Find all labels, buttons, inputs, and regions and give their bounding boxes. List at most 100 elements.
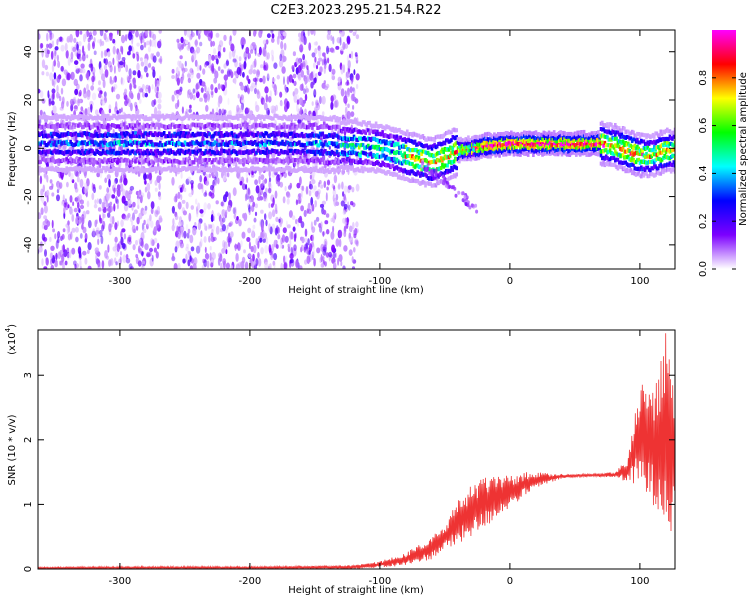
spectrogram-cell: [227, 204, 232, 212]
spectrogram-cell: [262, 75, 266, 84]
spectrogram-cell: [121, 243, 126, 249]
spectrogram-cell: [159, 75, 162, 82]
spectrogram-cell: [223, 74, 228, 81]
spectrogram-cell: [40, 43, 44, 49]
spectrogram-cell: [146, 40, 150, 46]
spectrogram-cell: [270, 49, 274, 57]
spectrogram-cell: [252, 244, 257, 254]
spectrogram-cell: [317, 181, 321, 188]
spectrogram-cell: [200, 230, 203, 238]
spectrogram-cell: [92, 41, 95, 50]
spectrogram-cell: [52, 228, 55, 233]
spectrogram-cell: [320, 263, 324, 268]
spectrogram-cell: [291, 65, 295, 71]
spectrogram-cell: [70, 51, 74, 60]
spectrogram-cell: [48, 101, 52, 107]
spectrogram-cell: [349, 86, 353, 94]
spectrogram-cell: [72, 201, 75, 207]
spectrogram-cell: [277, 180, 281, 187]
spectrogram-cell: [210, 214, 214, 223]
spectrogram-cell: [196, 64, 200, 70]
spectrogram-cell: [92, 228, 96, 237]
spectrogram-cell: [350, 201, 354, 206]
spectrogram-cell: [249, 85, 254, 92]
spectrogram-cell: [292, 51, 296, 57]
spectrogram-cell: [203, 222, 207, 228]
spectrogram-cell: [258, 46, 262, 56]
spectrogram-cell: [140, 35, 143, 44]
spectrogram-cell: [347, 103, 350, 109]
spectrogram-cell: [196, 210, 199, 218]
spectrogram-cell: [265, 94, 268, 103]
spectrogram-cell: [264, 213, 267, 221]
spectrogram-cell: [76, 176, 80, 183]
spectrogram-cell: [150, 201, 155, 210]
spectrogram-cell: [396, 142, 400, 147]
spectrogram-cell: [199, 175, 203, 183]
spectrogram-cell: [338, 238, 342, 248]
spectrogram-cell: [44, 249, 47, 257]
spectrogram-cell: [321, 95, 326, 105]
spectrogram-cell: [313, 88, 317, 96]
spectrogram-cell: [176, 77, 180, 86]
spectrogram-cell: [232, 187, 237, 197]
spectrogram-cell: [74, 60, 79, 65]
spectrogram-cell: [171, 75, 176, 79]
spectrogram-cell: [100, 235, 104, 245]
spectrogram-cell: [262, 47, 267, 57]
spectrogram-cell: [79, 204, 85, 210]
spectrogram-cell: [211, 40, 216, 47]
spectrogram-cell: [246, 177, 249, 183]
spectrogram-cell: [109, 205, 113, 213]
spectrogram-cell: [123, 177, 128, 186]
spectrogram-cell: [338, 116, 341, 121]
spectrogram-cell: [133, 228, 136, 234]
spectrogram-cell: [207, 32, 212, 42]
spectrogram-cell: [107, 193, 111, 199]
spectrogram-cell: [89, 100, 94, 107]
spectrogram-cell: [228, 240, 231, 248]
spectrogram-cell: [305, 242, 309, 249]
spectrogram-cell: [76, 43, 79, 51]
spectrogram-cell: [304, 93, 308, 101]
spectrogram-cell: [221, 224, 226, 232]
spectrogram-cell: [260, 209, 264, 214]
spectrogram-cell: [120, 236, 124, 246]
spectrogram-cell: [237, 242, 241, 251]
spectrogram-cell: [181, 77, 184, 84]
spectrogram-cell: [215, 225, 220, 235]
spectrogram-cell: [228, 192, 231, 201]
spectrogram-cell: [282, 227, 287, 234]
spectrogram-cell: [93, 50, 97, 56]
spectrogram-cell: [116, 110, 119, 115]
spectrogram-cell: [219, 217, 224, 226]
spectrogram-cell: [179, 55, 183, 60]
spectrogram-cell: [296, 99, 300, 105]
spectrogram-cell: [128, 45, 132, 52]
spectrogram-cell: [343, 245, 348, 252]
spectrogram-cell: [51, 192, 55, 197]
spectrogram-cell: [175, 73, 178, 82]
spectrogram-cell: [297, 118, 302, 124]
spectrogram-cell: [67, 225, 71, 233]
spectrogram-cell: [279, 242, 283, 249]
spectrogram-cell: [59, 36, 63, 42]
spectrogram-cell: [308, 250, 311, 255]
spectrogram-cell: [50, 264, 55, 269]
spectrogram-cell: [185, 224, 189, 231]
spectrogram-cell: [310, 196, 314, 206]
spectrogram-cell: [91, 192, 95, 201]
spectrogram-cell: [188, 212, 192, 222]
spectrogram-cell: [320, 184, 324, 189]
spectrogram-cell: [203, 192, 208, 197]
spectrogram-cell: [159, 55, 163, 65]
spectrogram-cell: [320, 254, 323, 263]
spectrogram-cell: [255, 185, 260, 194]
spectrogram-cell: [107, 212, 111, 218]
spectrogram-cell: [230, 231, 234, 238]
spectrogram-cell: [265, 64, 269, 71]
spectrogram-cell: [347, 201, 350, 210]
spectrogram-cell: [153, 226, 158, 232]
spectrogram-cell: [74, 65, 79, 70]
spectrogram-cell: [318, 57, 323, 62]
